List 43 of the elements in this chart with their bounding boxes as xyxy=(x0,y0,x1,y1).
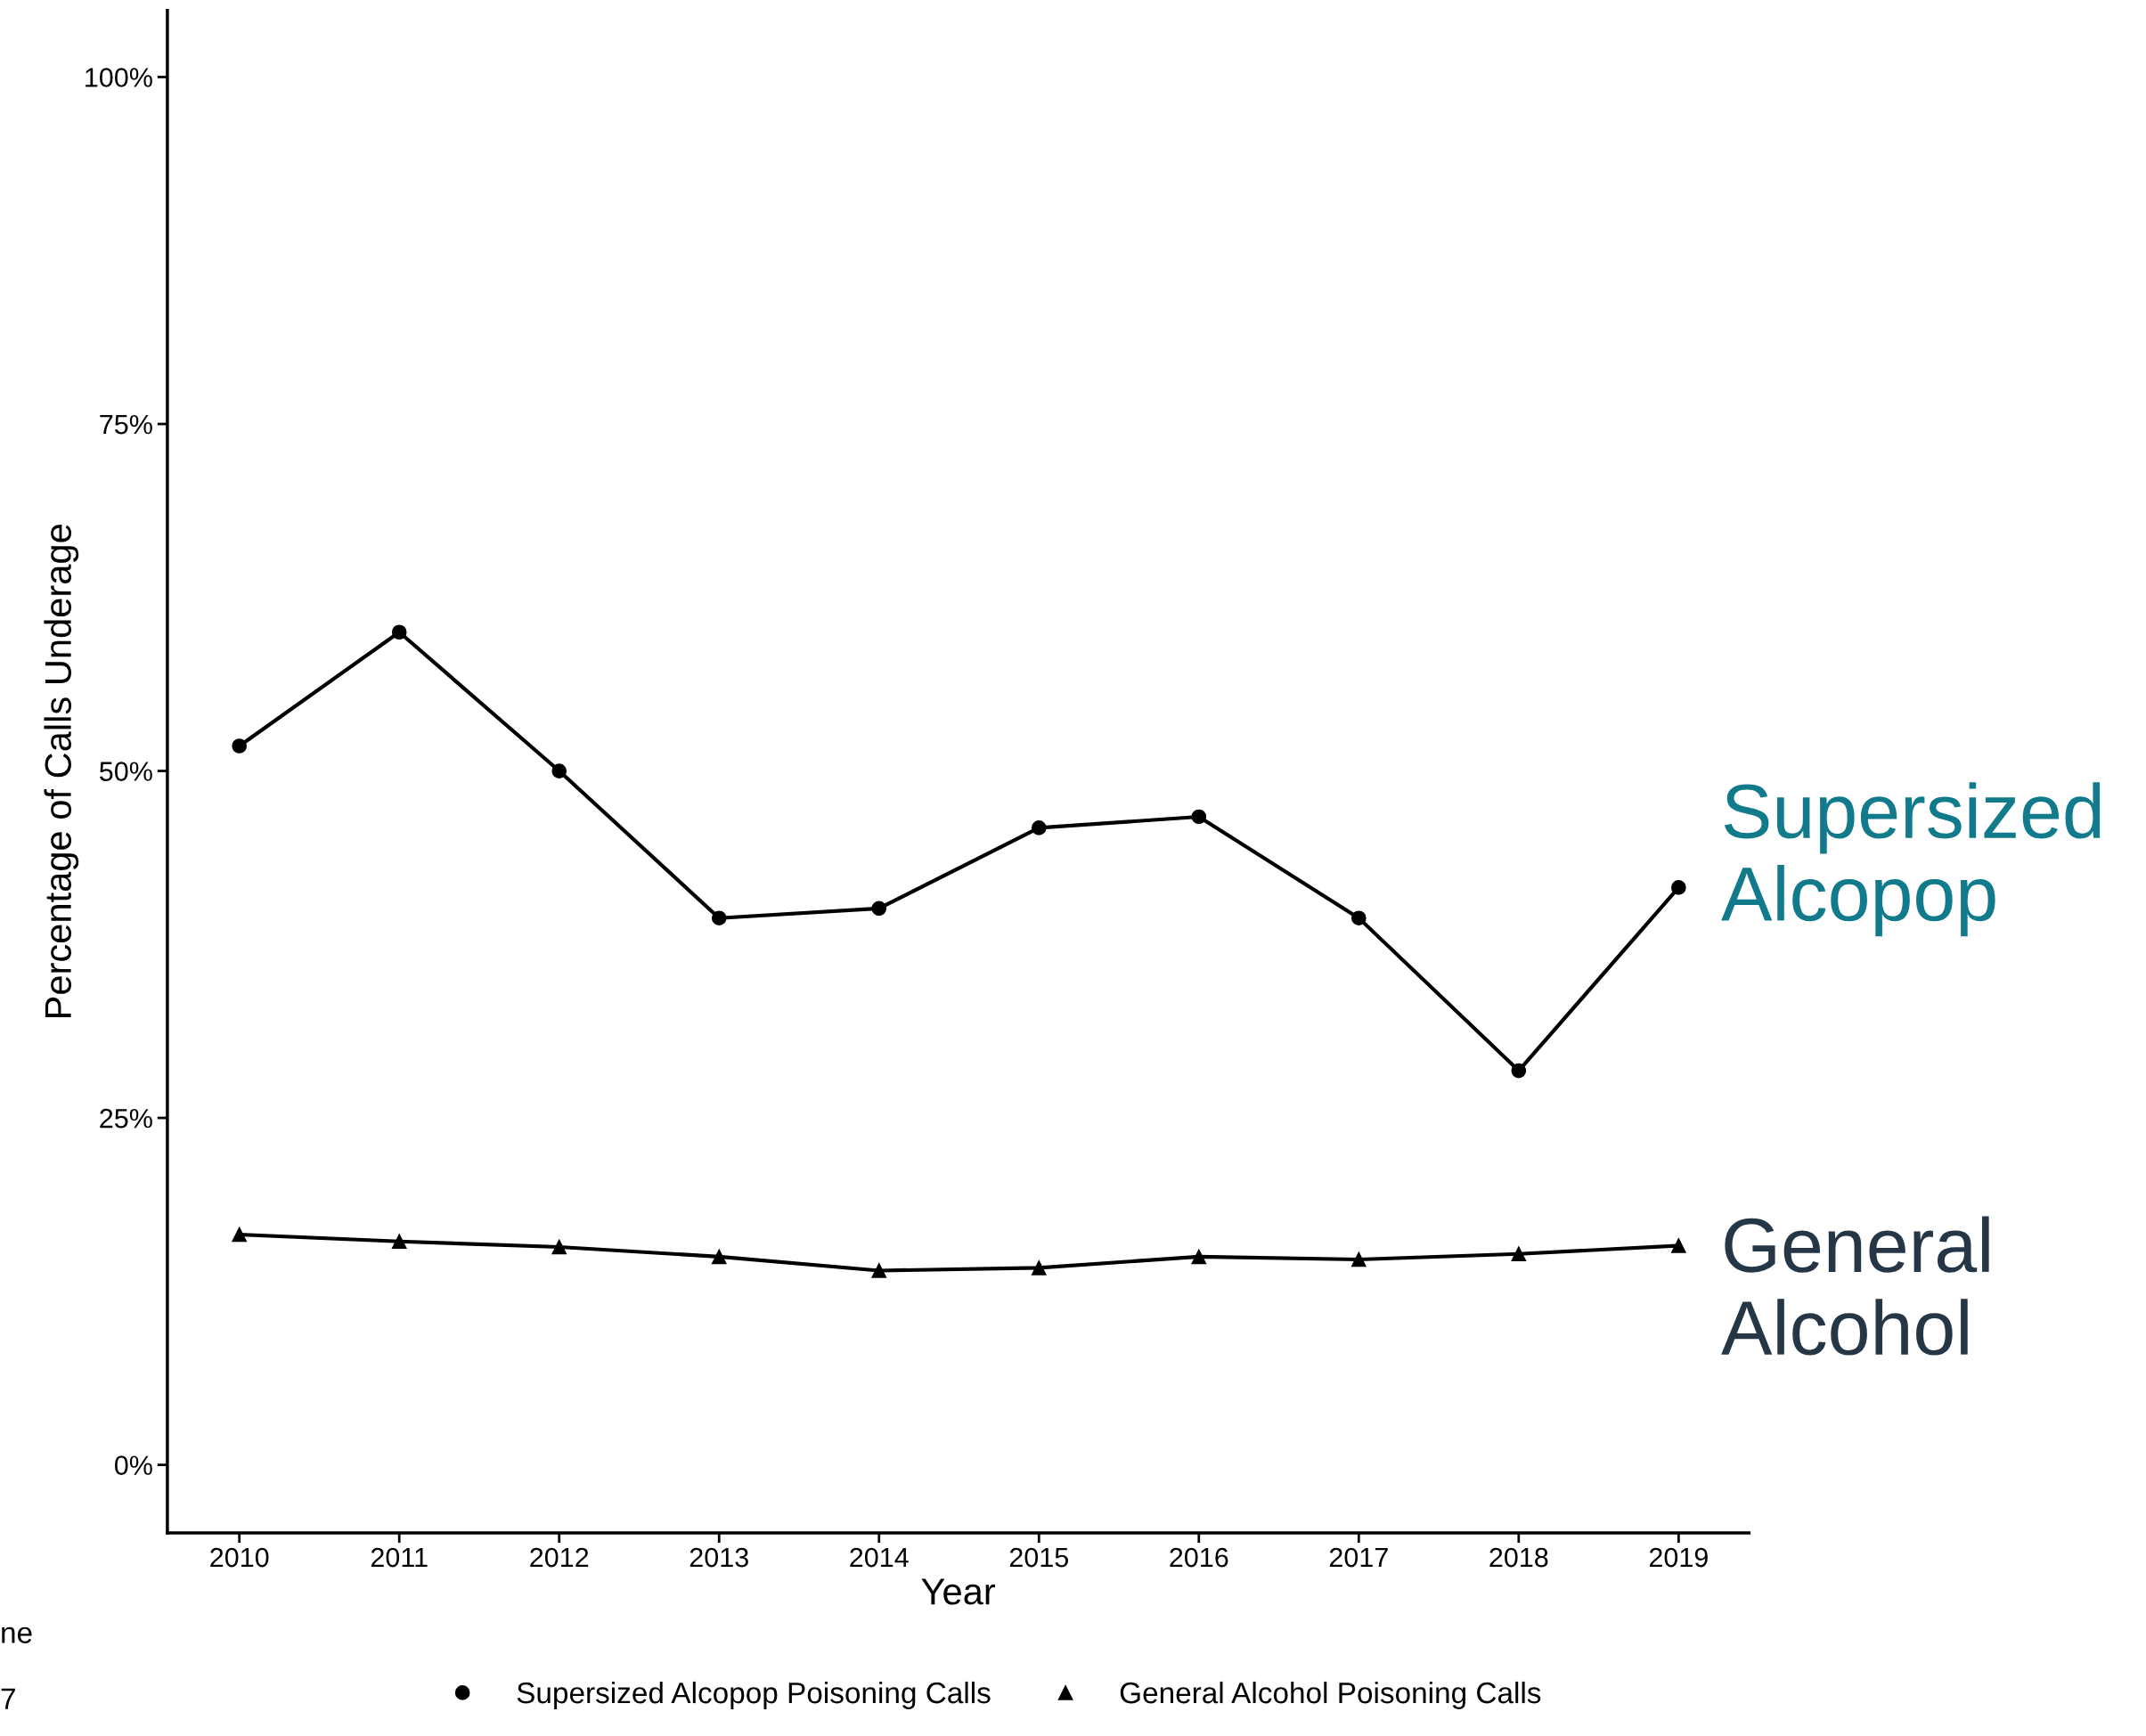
x-tick-label: 2017 xyxy=(1329,1547,1388,1568)
x-tick-label: 2013 xyxy=(689,1547,748,1568)
x-tick-label: 2011 xyxy=(371,1547,428,1568)
y-tick-label: 50% xyxy=(100,762,152,781)
point xyxy=(551,763,567,778)
point xyxy=(1511,1063,1527,1079)
y-tick-label: 75% xyxy=(100,414,152,435)
point xyxy=(232,1227,248,1243)
text: 7 xyxy=(1,1688,15,1709)
point xyxy=(1350,910,1367,926)
legend-label: General Alcohol Poisoning Calls xyxy=(1120,1681,1541,1709)
point xyxy=(871,1263,887,1278)
point xyxy=(1031,1260,1047,1276)
legend-label: Supersized Alcopop Poisoning Calls xyxy=(517,1681,991,1709)
x-tick-label: 2010 xyxy=(210,1547,269,1568)
x-axis-title: Year xyxy=(921,1578,996,1605)
text: ne xyxy=(2,1626,32,1643)
point xyxy=(391,624,407,640)
point xyxy=(551,1239,567,1255)
point xyxy=(871,901,887,917)
x-tick-label: 2015 xyxy=(1009,1547,1068,1568)
x-tick-label: 2018 xyxy=(1489,1547,1548,1568)
x-tick-label: 2016 xyxy=(1170,1547,1228,1568)
x-tick-label: 2014 xyxy=(850,1547,909,1568)
annotation: Supersized Alcopop xyxy=(1721,782,2101,937)
x-tick-label: 2019 xyxy=(1649,1547,1708,1568)
point xyxy=(232,738,248,754)
point xyxy=(1191,1249,1207,1265)
point xyxy=(1031,820,1047,835)
point xyxy=(711,1249,727,1265)
y-tick-label: 100% xyxy=(86,68,152,87)
y-tick-label: 0% xyxy=(114,1455,152,1475)
annotation: General Alcohol xyxy=(1721,1216,1989,1356)
x-tick-label: 2012 xyxy=(530,1547,589,1568)
point xyxy=(391,1234,407,1250)
y-tick-label: 25% xyxy=(100,1108,152,1129)
point xyxy=(1511,1246,1527,1262)
point xyxy=(1191,809,1207,825)
point xyxy=(1671,1238,1686,1253)
y-axis-title: Percentage of Calls Underage xyxy=(44,525,79,1017)
point xyxy=(711,910,727,926)
point xyxy=(1671,880,1686,895)
point xyxy=(1350,1251,1367,1267)
